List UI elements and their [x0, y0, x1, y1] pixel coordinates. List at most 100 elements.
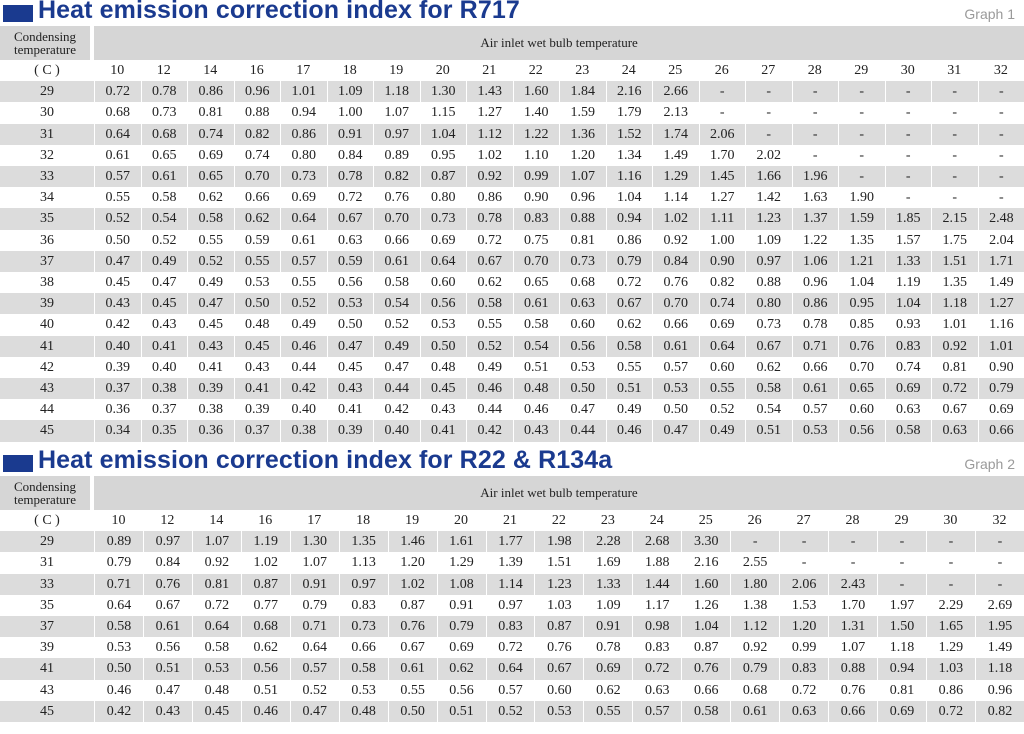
value-cell: 0.61: [730, 700, 780, 723]
value-cell: 1.52: [605, 123, 652, 145]
column-label: 25: [652, 60, 699, 82]
column-label: 16: [240, 510, 290, 532]
column-label: 23: [583, 510, 633, 532]
value-cell: 0.46: [94, 679, 143, 701]
table-row: 42 0.39 0.40 0.41 0.43 0.44 0.45 0.47 0.48 0.49 0.…: [0, 356, 1024, 379]
value-cell: 0.93: [884, 314, 931, 336]
header-row: Condensing temperature Air inlet wet bulb…: [0, 476, 1024, 510]
value-cell: 0.61: [387, 658, 437, 680]
value-cell: 0.39: [187, 378, 234, 400]
value-cell: 0.56: [142, 637, 192, 659]
value-cell: -: [877, 531, 926, 553]
value-cell: 0.92: [730, 637, 780, 659]
value-cell: 1.02: [652, 208, 699, 230]
column-label: 14: [187, 60, 234, 82]
value-cell: 0.58: [187, 208, 234, 230]
value-cell: 1.04: [681, 616, 731, 638]
value-cell: 1.13: [338, 552, 388, 574]
table-row: 38 0.45 0.47 0.49 0.53 0.55 0.56 0.58 0.60 0.62 0.…: [0, 272, 1024, 294]
value-cell: 0.63: [779, 700, 829, 723]
value-cell: 0.55: [280, 272, 327, 294]
graph-label: Graph 1: [964, 6, 1015, 22]
value-cell: 1.35: [838, 229, 885, 251]
value-cell: 0.73: [745, 314, 792, 336]
value-cell: 1.02: [466, 144, 513, 167]
value-cell: 1.49: [977, 272, 1024, 294]
value-cell: 1.96: [791, 166, 838, 188]
value-cell: 1.30: [289, 531, 339, 553]
column-label: 32: [977, 60, 1024, 82]
column-labels-row: ( C ) 10 12 14 16 17 18 19 20 21 22 23 24 25 26 27 28 29 3…: [0, 60, 1024, 82]
value-cell: 0.61: [652, 335, 699, 357]
value-cell: 1.19: [884, 272, 931, 294]
value-cell: 0.58: [373, 272, 420, 294]
value-cell: 0.68: [94, 102, 141, 124]
value-cell: 0.52: [280, 293, 327, 315]
value-cell: 0.69: [884, 378, 931, 400]
value-cell: 0.86: [280, 123, 327, 145]
value-cell: 0.67: [142, 594, 192, 617]
condensing-temp-cell: 31: [0, 552, 94, 574]
value-cell: -: [974, 531, 1024, 553]
table-row: 35 0.64 0.67 0.72 0.77 0.79 0.83 0.87 0.91 0.97 1.…: [0, 594, 1024, 617]
value-cell: 1.14: [652, 187, 699, 209]
value-cell: 0.43: [419, 399, 466, 421]
condensing-temp-cell: 32: [0, 144, 94, 167]
value-cell: -: [931, 102, 978, 124]
value-cell: 1.01: [280, 81, 327, 103]
value-cell: 0.45: [326, 356, 373, 379]
value-cell: 0.97: [485, 594, 535, 617]
value-cell: 0.54: [745, 399, 792, 421]
value-cell: 0.66: [681, 679, 731, 701]
column-label: 20: [436, 510, 486, 532]
value-cell: 2.15: [931, 208, 978, 230]
value-cell: 0.70: [233, 166, 280, 188]
value-cell: 0.84: [326, 144, 373, 167]
value-cell: 0.62: [583, 679, 633, 701]
value-cell: 0.64: [698, 335, 745, 357]
value-cell: 0.51: [142, 658, 192, 680]
value-cell: 1.04: [838, 272, 885, 294]
value-cell: 0.67: [605, 293, 652, 315]
value-cell: 0.43: [326, 378, 373, 400]
value-cell: 1.29: [436, 552, 486, 574]
value-cell: 0.76: [142, 573, 192, 595]
value-cell: 3.30: [681, 531, 731, 553]
value-cell: 1.77: [485, 531, 535, 553]
condensing-temp-cell: 35: [0, 208, 94, 230]
column-label: 12: [140, 60, 187, 82]
condensing-temp-cell: 45: [0, 420, 94, 442]
condensing-temp-cell: 41: [0, 658, 94, 680]
value-cell: 0.43: [94, 293, 141, 315]
value-cell: -: [791, 123, 838, 145]
value-cell: 0.73: [419, 208, 466, 230]
value-cell: 0.78: [791, 314, 838, 336]
value-cell: 0.47: [140, 272, 187, 294]
value-cell: 0.47: [187, 293, 234, 315]
header-row: Condensing temperature Air inlet wet bulb…: [0, 26, 1024, 60]
value-cell: -: [877, 573, 926, 595]
value-cell: 0.72: [925, 700, 975, 723]
column-label: 28: [791, 60, 838, 82]
value-cell: 0.56: [419, 293, 466, 315]
value-cell: 0.64: [280, 208, 327, 230]
value-cell: 0.58: [745, 378, 792, 400]
value-cell: 1.16: [977, 314, 1024, 336]
value-cell: 0.49: [605, 399, 652, 421]
value-cell: 1.44: [632, 573, 682, 595]
value-cell: 0.63: [559, 293, 606, 315]
value-cell: 0.67: [745, 335, 792, 357]
value-cell: 1.60: [512, 81, 559, 103]
value-cell: 0.54: [373, 293, 420, 315]
value-cell: 1.98: [534, 531, 584, 553]
value-cell: -: [838, 166, 885, 188]
value-cell: 1.27: [466, 102, 513, 124]
value-cell: 0.40: [94, 335, 141, 357]
table-row: 33 0.57 0.61 0.65 0.70 0.73 0.78 0.82 0.87 0.92 0.…: [0, 166, 1024, 188]
value-cell: 0.45: [140, 293, 187, 315]
value-cell: 0.61: [142, 616, 192, 638]
value-cell: 0.92: [191, 552, 241, 574]
value-cell: 0.37: [140, 399, 187, 421]
table-row: 41 0.50 0.51 0.53 0.56 0.57 0.58 0.61 0.62 0.64 0.…: [0, 658, 1024, 680]
value-cell: 0.50: [652, 399, 699, 421]
